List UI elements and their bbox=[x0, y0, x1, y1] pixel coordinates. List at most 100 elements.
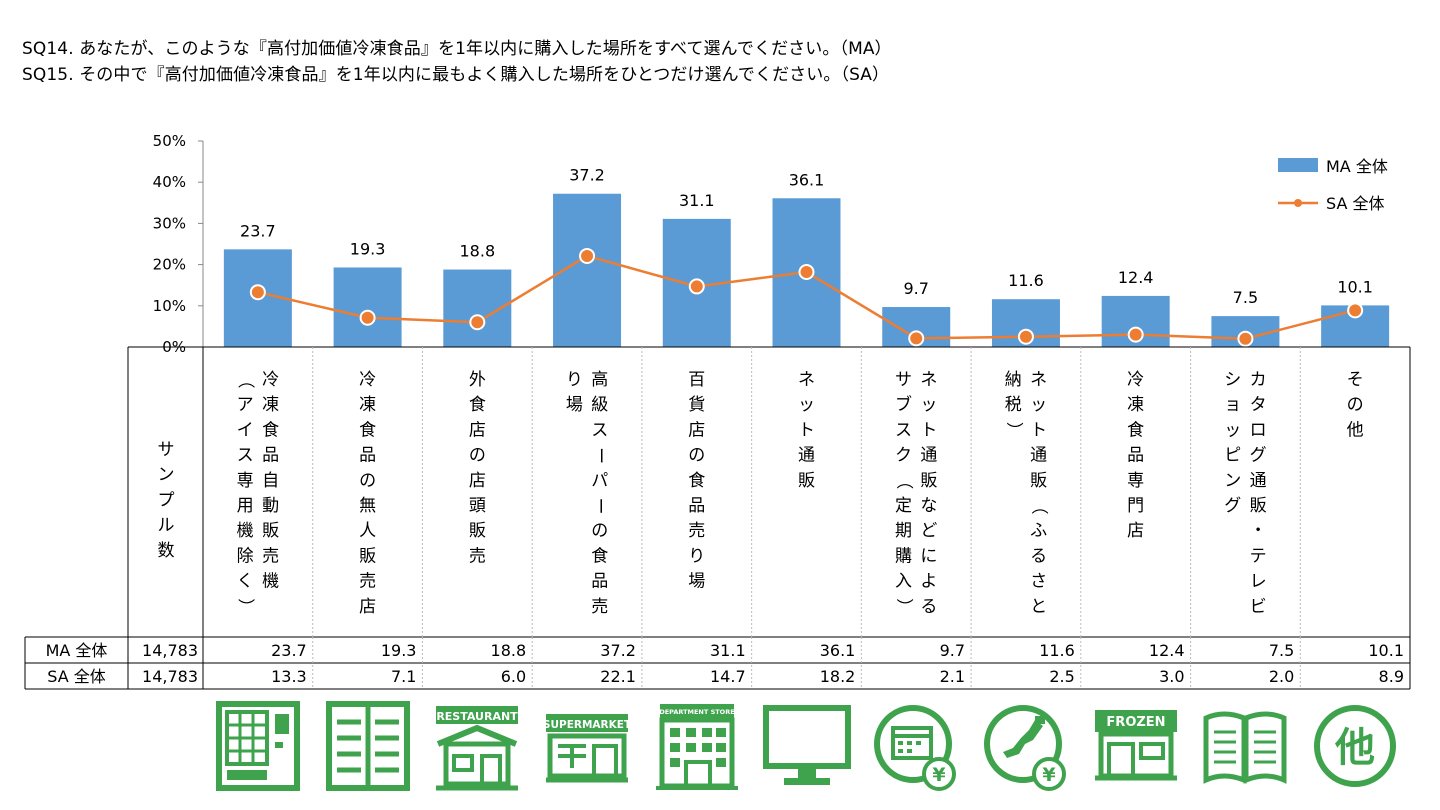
vertical-char: 品 bbox=[1127, 446, 1144, 466]
vertical-char: グ bbox=[1250, 446, 1267, 466]
vertical-char: ふ bbox=[1030, 521, 1047, 541]
y-tick-label: 10% bbox=[153, 297, 186, 315]
vertical-char: 販 bbox=[1030, 471, 1047, 491]
vertical-char: ） bbox=[1003, 422, 1023, 439]
vertical-char: ア bbox=[237, 395, 254, 415]
y-tick-label: 30% bbox=[153, 214, 186, 232]
svg-text:他: 他 bbox=[1334, 725, 1375, 771]
svg-text:RESTAURANT: RESTAURANT bbox=[437, 710, 519, 723]
vertical-char: 専 bbox=[237, 471, 254, 491]
bar-data-label: 37.2 bbox=[569, 166, 605, 185]
vertical-char: ネ bbox=[1030, 370, 1047, 390]
value-cell: 2.1 bbox=[940, 667, 965, 686]
value-cell: 11.6 bbox=[1039, 641, 1075, 660]
vertical-char: 頭 bbox=[469, 496, 486, 516]
vertical-char: 売 bbox=[469, 546, 486, 566]
vertical-char: 機 bbox=[237, 521, 254, 541]
vertical-char: 凍 bbox=[1127, 395, 1144, 415]
unmanned-store-icon bbox=[323, 700, 413, 792]
vertical-char: な bbox=[920, 496, 937, 516]
vertical-char: 販 bbox=[469, 521, 486, 541]
supermarket-icon: SUPERMARKET bbox=[542, 700, 632, 792]
furusato-japan-icon: ¥ bbox=[981, 700, 1071, 792]
vending-machine-icon bbox=[213, 700, 303, 792]
vertical-char: 場 bbox=[566, 395, 583, 415]
vertical-char: ロ bbox=[1250, 420, 1267, 440]
vertical-char: ト bbox=[798, 420, 815, 440]
vertical-char: 冷 bbox=[359, 370, 376, 390]
value-cell: 14.7 bbox=[710, 667, 746, 686]
vertical-char: ト bbox=[920, 420, 937, 440]
vertical-char: 食 bbox=[1127, 420, 1144, 440]
line-point bbox=[798, 264, 815, 281]
vertical-char: 貨 bbox=[688, 395, 705, 415]
vertical-char: グ bbox=[1224, 496, 1241, 516]
vertical-char: 店 bbox=[469, 420, 486, 440]
vertical-char: 食 bbox=[262, 420, 279, 440]
category-header: 納税 ） bbox=[1003, 370, 1023, 439]
bar-data-label: 12.4 bbox=[1118, 268, 1154, 287]
value-cell: 13.3 bbox=[271, 667, 307, 686]
subscription-calendar-icon: ¥ bbox=[871, 700, 961, 792]
bar-data-label: 31.1 bbox=[679, 191, 715, 210]
vertical-char: 売 bbox=[359, 572, 376, 592]
vertical-char: 店 bbox=[1127, 521, 1144, 541]
category-header: り場 bbox=[566, 370, 583, 415]
vertical-char: 百 bbox=[688, 370, 705, 390]
vertical-char: 専 bbox=[1127, 471, 1144, 491]
svg-text:¥: ¥ bbox=[933, 764, 946, 786]
vertical-char: ス bbox=[237, 446, 254, 466]
category-header: その他 bbox=[1347, 370, 1364, 440]
vertical-char: ） bbox=[235, 598, 255, 615]
vertical-char: プ bbox=[158, 490, 175, 510]
catalog-book-icon bbox=[1200, 700, 1290, 792]
bar-data-label: 11.6 bbox=[1008, 271, 1044, 290]
line-point bbox=[469, 314, 486, 331]
vertical-char: ネ bbox=[920, 370, 937, 390]
vertical-char: シ bbox=[1224, 370, 1241, 390]
value-cell: 18.2 bbox=[820, 667, 856, 686]
bar-data-label: 9.7 bbox=[904, 279, 929, 298]
line-point bbox=[1017, 328, 1034, 345]
value-cell: 2.0 bbox=[1269, 667, 1294, 686]
value-cell: 19.3 bbox=[381, 641, 417, 660]
line-point bbox=[579, 247, 596, 264]
vertical-char: さ bbox=[1030, 572, 1047, 592]
value-cell: 7.5 bbox=[1269, 641, 1294, 660]
other-icon: 他 bbox=[1310, 700, 1400, 792]
legend-swatch-ma bbox=[1278, 158, 1318, 172]
vertical-char: ョ bbox=[1224, 395, 1241, 415]
vertical-char: の bbox=[359, 471, 376, 491]
vertical-char: 販 bbox=[1250, 496, 1267, 516]
vertical-char: 期 bbox=[895, 521, 912, 541]
question-sq15: SQ15. その中で『高付加価値冷凍食品』を1年以内に最もよく購入した場所をひと… bbox=[22, 65, 890, 85]
vertical-char: く bbox=[237, 572, 254, 592]
svg-text:SUPERMARKET: SUPERMARKET bbox=[543, 719, 632, 731]
vertical-char: 店 bbox=[359, 597, 376, 617]
value-cell: 18.8 bbox=[491, 641, 527, 660]
legend-label-sa: SA 全体 bbox=[1326, 194, 1385, 213]
bar-data-label: 18.8 bbox=[460, 242, 496, 261]
vertical-char: ス bbox=[895, 420, 912, 440]
y-tick-label: 50% bbox=[153, 132, 186, 150]
vertical-char: 売 bbox=[262, 546, 279, 566]
bar bbox=[333, 267, 402, 347]
vertical-char: テ bbox=[1250, 546, 1267, 566]
svg-text:¥: ¥ bbox=[1042, 764, 1055, 786]
vertical-char: （ bbox=[235, 372, 255, 389]
value-cell: 10.1 bbox=[1368, 641, 1404, 660]
vertical-char: 他 bbox=[1347, 420, 1364, 440]
bar-data-label: 7.5 bbox=[1233, 288, 1258, 307]
legend-label-ma: MA 全体 bbox=[1326, 157, 1388, 176]
bar-data-label: 10.1 bbox=[1337, 277, 1373, 296]
value-cell: 31.1 bbox=[710, 641, 746, 660]
